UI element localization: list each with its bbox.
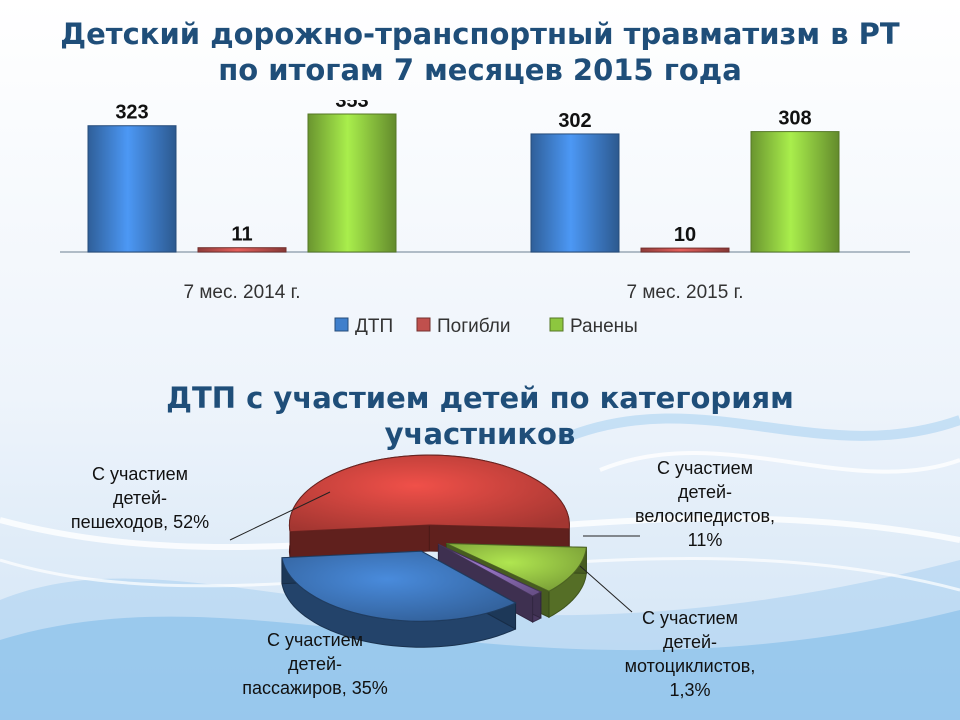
pie-slice-top bbox=[288, 454, 570, 533]
bar-Ранены-0 bbox=[307, 113, 397, 253]
pie-label-passengers: С участием детей- пассажиров, 35% bbox=[215, 628, 415, 700]
legend-swatch bbox=[416, 317, 431, 332]
pie-label-cyclists: С участием детей- велосипедистов, 11% bbox=[600, 456, 810, 552]
chart-title-line1: Детский дорожно-транспортный травматизм … bbox=[60, 17, 900, 51]
pie-label-line: детей- bbox=[662, 632, 718, 652]
pie-label-line: С участием bbox=[641, 608, 739, 628]
bar-Ранены-1 bbox=[750, 131, 840, 253]
pie-label-line: детей- bbox=[287, 654, 343, 674]
bar-ДТП-1 bbox=[530, 133, 620, 253]
pie-slice-3 bbox=[281, 550, 517, 648]
category-label: 7 мес. 2014 г. bbox=[184, 282, 301, 303]
pie-title-line1: ДТП с участием детей по категориям bbox=[166, 381, 794, 415]
pie-label-motorcyclists: С участием детей- мотоциклистов, 1,3% bbox=[590, 606, 790, 702]
legend-label: ДТП bbox=[355, 316, 393, 335]
pie-label-line: пешеходов, 52% bbox=[70, 512, 210, 532]
bar-Погибли-1 bbox=[640, 247, 730, 253]
pie-slice-top bbox=[281, 550, 517, 622]
pie-label-line: С участием bbox=[91, 464, 189, 484]
pie-slice-top bbox=[446, 543, 587, 592]
pie-label-line: 1,3% bbox=[669, 680, 711, 700]
pie-label-line: пассажиров, 35% bbox=[242, 678, 388, 698]
bar-value-label: 308 bbox=[778, 108, 811, 130]
pie-label-line: детей- bbox=[677, 482, 733, 502]
legend-label: Ранены bbox=[570, 316, 638, 335]
pie-title-line2: участников bbox=[384, 417, 576, 451]
bar-ДТП-0 bbox=[87, 125, 177, 253]
pie-leader-line bbox=[229, 491, 331, 541]
chart-title-line2: по итогам 7 месяцев 2015 года bbox=[218, 53, 742, 87]
pie-leader-line bbox=[579, 565, 633, 613]
category-label: 7 мес. 2015 г. bbox=[627, 282, 744, 303]
pie-label-line: С участием bbox=[266, 630, 364, 650]
bar-value-label: 323 bbox=[115, 102, 148, 124]
legend-swatch bbox=[549, 317, 564, 332]
pie-label-line: С участием bbox=[656, 458, 754, 478]
pie-label-pedestrians: С участием детей- пешеходов, 52% bbox=[40, 462, 240, 534]
bar-chart: 323 11 353 7 мес. 2014 г. 302 10 308 7 мес. 201… bbox=[60, 100, 910, 335]
bar-value-label: 11 bbox=[231, 224, 252, 246]
pie-chart bbox=[229, 454, 640, 648]
pie-slice-top bbox=[438, 543, 542, 597]
bar-Погибли-0 bbox=[197, 247, 287, 253]
bar-value-label: 10 bbox=[674, 224, 696, 246]
pie-slice-0 bbox=[288, 454, 570, 559]
legend-label: Погибли bbox=[437, 316, 511, 335]
chart-title: Детский дорожно-транспортный травматизм … bbox=[0, 16, 960, 88]
pie-label-line: 11% bbox=[687, 530, 723, 550]
bar-value-label: 353 bbox=[335, 100, 368, 112]
bar-value-label: 302 bbox=[558, 110, 591, 132]
pie-label-line: велосипедистов, bbox=[634, 506, 776, 526]
pie-title: ДТП с участием детей по категориям участ… bbox=[0, 380, 960, 452]
legend-swatch bbox=[334, 317, 349, 332]
pie-label-line: детей- bbox=[112, 488, 168, 508]
pie-label-line: мотоциклистов, bbox=[624, 656, 756, 676]
